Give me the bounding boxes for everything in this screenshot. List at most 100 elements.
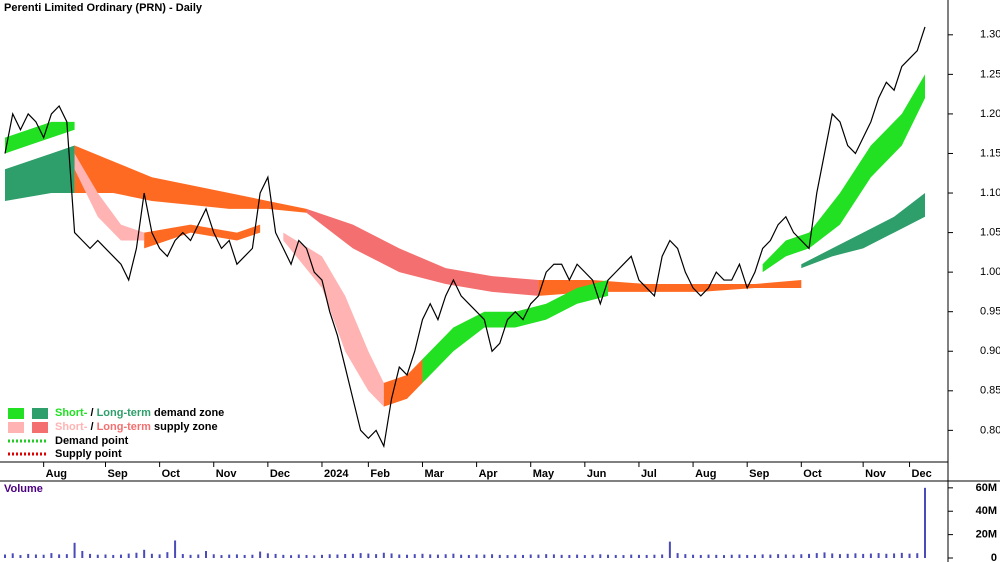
volume-bar xyxy=(521,554,524,558)
volume-bar xyxy=(900,552,903,558)
volume-bar xyxy=(607,554,610,558)
y2-tick-label: 40M xyxy=(976,505,997,517)
volume-bar xyxy=(235,554,238,558)
volume-bar xyxy=(498,554,501,558)
y-tick-label: 0.85 xyxy=(980,385,1000,397)
volume-bar xyxy=(715,554,718,558)
volume-bar xyxy=(305,554,308,558)
volume-bar xyxy=(583,555,586,558)
volume-bar xyxy=(823,552,826,558)
volume-bar xyxy=(661,554,664,558)
volume-bar xyxy=(58,554,61,558)
price-line xyxy=(4,26,926,449)
volume-bar xyxy=(761,554,764,558)
volume-bar xyxy=(112,554,115,558)
volume-bar xyxy=(344,554,347,558)
volume-bar xyxy=(27,553,30,558)
volume-bar xyxy=(96,554,99,558)
volume-bar xyxy=(622,555,625,558)
x-tick-label: Nov xyxy=(865,468,887,480)
volume-bar xyxy=(328,554,331,558)
volume-bar xyxy=(831,553,834,558)
volume-bar xyxy=(65,554,68,558)
volume-bar xyxy=(869,553,872,558)
chart-title: Perenti Limited Ordinary (PRN) - Daily xyxy=(4,2,203,14)
volume-bar xyxy=(19,555,22,558)
volume-bar xyxy=(413,554,416,558)
volume-bar xyxy=(290,555,293,558)
volume-bar xyxy=(444,554,447,558)
volume-bar xyxy=(259,551,262,558)
volume-bar xyxy=(792,554,795,558)
volume-bar xyxy=(846,553,849,558)
volume-bar xyxy=(576,554,579,558)
volume-bar xyxy=(753,554,756,558)
volume-bar xyxy=(50,553,53,558)
volume-bar xyxy=(893,553,896,558)
volume-bar xyxy=(282,554,285,558)
volume-bar xyxy=(916,553,919,558)
volume-bar xyxy=(614,554,617,558)
volume-bar xyxy=(320,554,323,558)
x-tick-label: Dec xyxy=(912,468,932,480)
volume-bar xyxy=(251,554,254,558)
volume-bar xyxy=(266,553,269,558)
volume-bar xyxy=(382,552,385,558)
volume-bar xyxy=(738,554,741,558)
volume-bar xyxy=(514,554,517,558)
volume-bar xyxy=(197,554,200,558)
volume-bar xyxy=(784,554,787,558)
volume-bar xyxy=(676,553,679,558)
volume-bar xyxy=(552,554,555,558)
x-tick-label: Sep xyxy=(108,468,128,480)
volume-bar xyxy=(89,553,92,558)
volume-bar xyxy=(297,554,300,558)
volume-bar xyxy=(119,554,122,558)
volume-bar xyxy=(359,553,362,558)
volume-bar xyxy=(908,553,911,558)
volume-bar xyxy=(730,554,733,558)
volume-bar xyxy=(429,554,432,558)
volume-bar xyxy=(367,553,370,558)
volume-bar xyxy=(599,554,602,558)
volume-bar xyxy=(436,554,439,558)
x-tick-label: Dec xyxy=(270,468,290,480)
x-tick-label: Oct xyxy=(162,468,181,480)
legend-swatch xyxy=(8,422,24,433)
volume-bar xyxy=(924,487,926,558)
volume-bar xyxy=(313,555,316,558)
x-tick-label: Jun xyxy=(587,468,607,480)
volume-bar xyxy=(838,554,841,558)
volume-bar xyxy=(174,540,177,558)
volume-bar xyxy=(630,554,633,558)
volume-bar xyxy=(746,554,749,558)
zone xyxy=(5,121,75,154)
volume-bar xyxy=(189,554,192,558)
volume-bar xyxy=(483,554,486,558)
x-tick-label: Feb xyxy=(370,468,390,480)
volume-bar xyxy=(143,549,146,558)
volume-bar xyxy=(668,541,671,558)
y-tick-label: 1.30 xyxy=(980,29,1000,41)
zone xyxy=(74,153,145,241)
volume-bar xyxy=(777,554,780,558)
volume-bar xyxy=(815,553,818,558)
zone xyxy=(283,232,384,407)
volume-bar xyxy=(560,554,563,558)
y-tick-label: 1.25 xyxy=(980,68,1000,80)
volume-bar xyxy=(568,554,571,558)
zone xyxy=(144,224,261,249)
zone xyxy=(5,145,75,201)
volume-bar xyxy=(877,553,880,558)
x-tick-label: Nov xyxy=(216,468,238,480)
x-tick-label: May xyxy=(533,468,555,480)
legend-rest: supply zone xyxy=(151,421,218,433)
volume-bar xyxy=(645,554,648,558)
volume-bar xyxy=(707,554,710,558)
volume-bar xyxy=(460,554,463,558)
volume-bar xyxy=(166,552,169,558)
legend-label: Supply point xyxy=(55,448,122,460)
volume-bar xyxy=(684,554,687,558)
volume-bar xyxy=(529,554,532,558)
x-tick-label: Jul xyxy=(641,468,657,480)
